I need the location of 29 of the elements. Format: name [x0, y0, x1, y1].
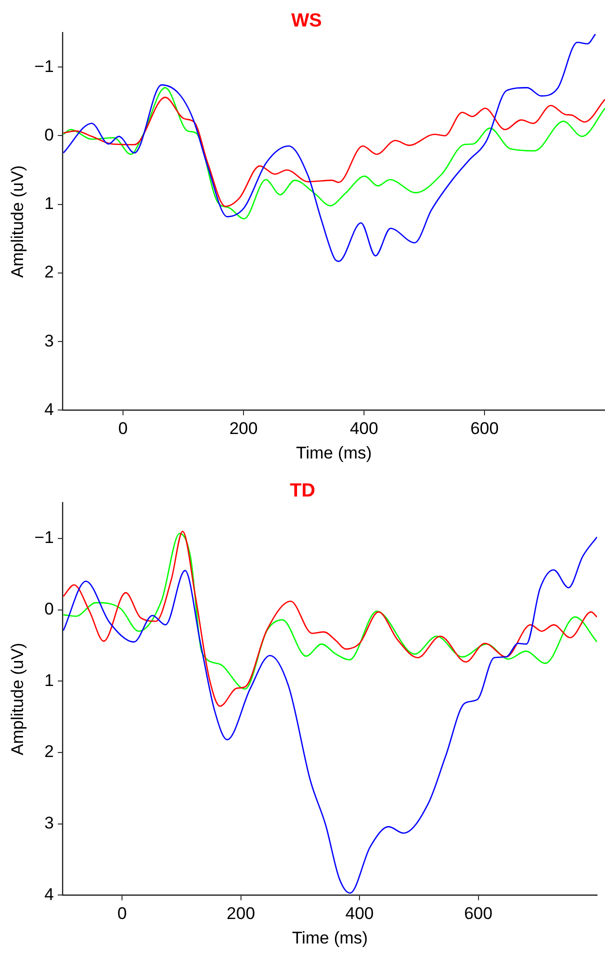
line-series	[62, 87, 605, 220]
x-tick-label: 200	[229, 419, 258, 438]
y-tick-label: 0	[44, 125, 54, 144]
y-tick-label: 2	[44, 742, 54, 762]
line-series	[62, 34, 596, 262]
x-tick-label: 0	[118, 419, 128, 438]
y-tick-label: 1	[44, 194, 54, 214]
y-tick-label: −1	[34, 528, 54, 548]
y-tick-label: 1	[44, 670, 54, 690]
y-tick-label: 4	[44, 884, 54, 904]
y-tick-label: −1	[34, 56, 54, 76]
y-tick-label: 3	[44, 331, 54, 350]
x-tick-label: 200	[226, 904, 256, 924]
y-axis-title: Amplitude (uV)	[8, 642, 27, 756]
y-tick-label: 2	[44, 262, 54, 282]
x-axis-title: Time (ms)	[292, 928, 368, 948]
x-tick-label: 0	[117, 904, 127, 924]
y-tick-label: 4	[44, 400, 54, 419]
line-series	[62, 96, 605, 208]
x-tick-label: 400	[345, 904, 374, 924]
x-tick-label: 400	[350, 419, 378, 438]
y-tick-label: 3	[44, 814, 54, 833]
y-tick-label: 0	[44, 600, 54, 619]
chart-title: TD	[290, 480, 316, 502]
x-axis-title: Time (ms)	[296, 443, 372, 462]
chart-title: WS	[291, 10, 322, 32]
x-tick-label: 600	[464, 904, 492, 924]
y-axis-title: Amplitude (uV)	[8, 165, 27, 278]
x-tick-label: 600	[470, 419, 499, 438]
